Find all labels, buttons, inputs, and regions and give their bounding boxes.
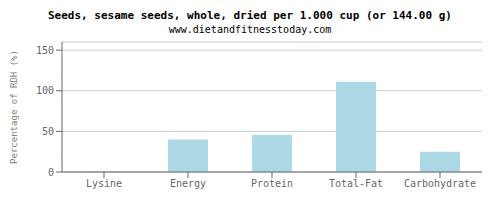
html-text:Seeds, sesame seeds, whole, dr: Seeds, sesame seeds, whole, dried per 1.… — [48, 9, 452, 22]
svg-text:150: 150 — [36, 45, 54, 56]
svg-text:Total-Fat: Total-Fat — [329, 178, 383, 189]
svg-text:50: 50 — [42, 126, 54, 137]
svg-text:Lysine: Lysine — [86, 178, 122, 189]
svg-text:0: 0 — [48, 167, 54, 178]
html-text:www.dietandfitnesstoday.com: www.dietandfitnesstoday.com — [168, 24, 332, 35]
svg-text:Protein: Protein — [251, 178, 293, 189]
svg-text:100: 100 — [36, 85, 54, 96]
svg-text:Energy: Energy — [170, 178, 206, 189]
svg-text:Carbohydrate: Carbohydrate — [404, 178, 476, 189]
svg-text:Percentage of RDH (%): Percentage of RDH (%) — [9, 50, 19, 164]
